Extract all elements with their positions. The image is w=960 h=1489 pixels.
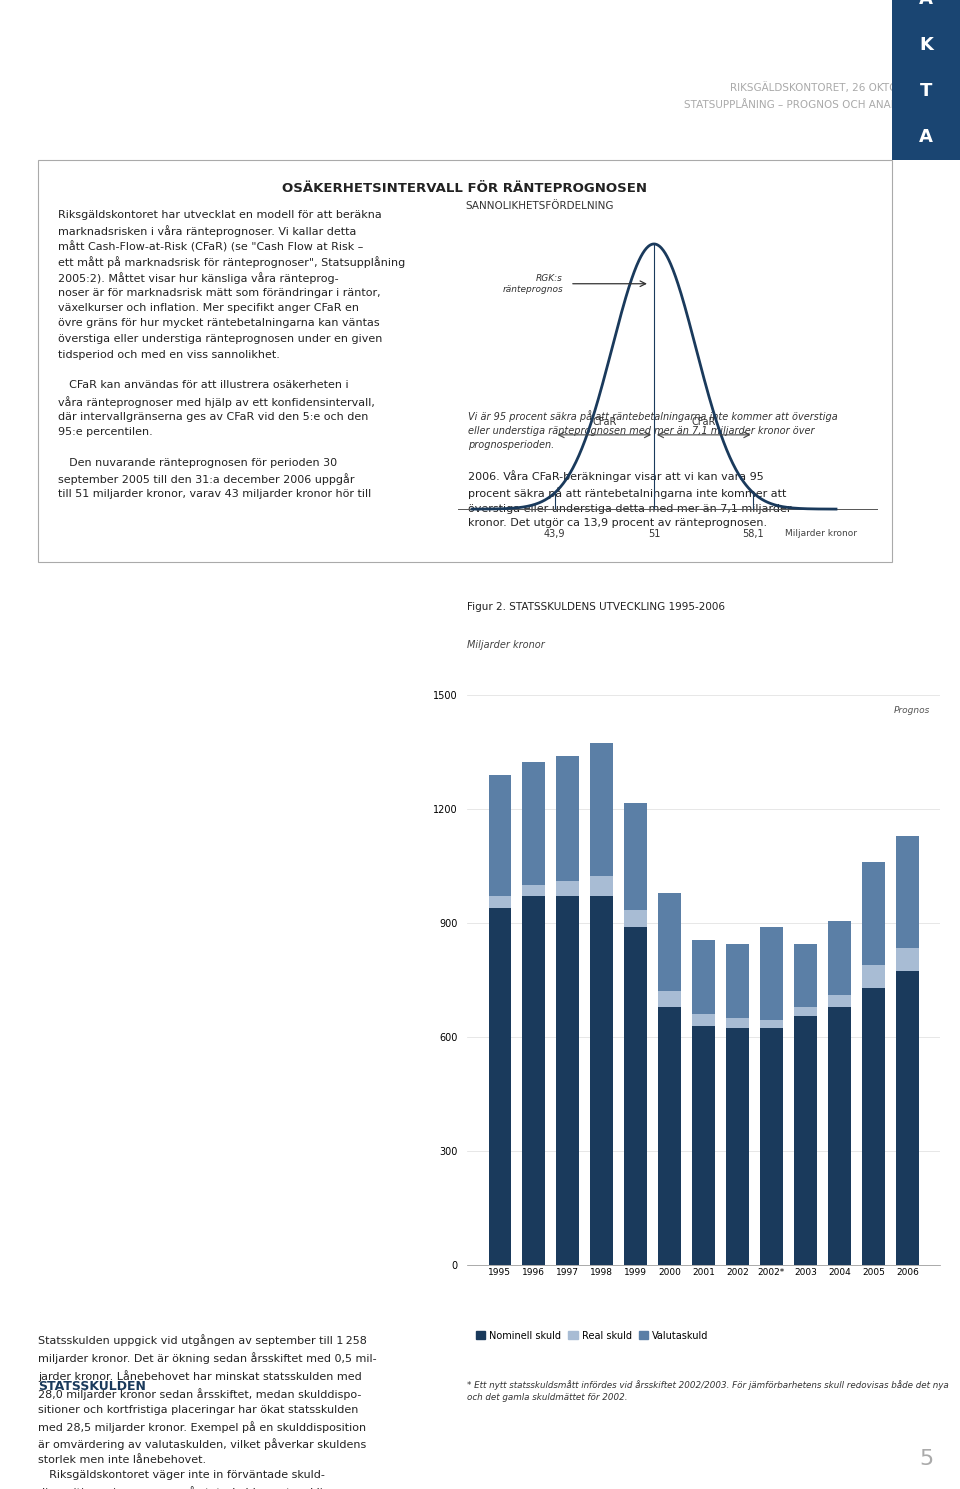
Bar	[897, 947, 919, 971]
Bar	[862, 862, 884, 965]
Text: CFaR: CFaR	[691, 417, 716, 427]
Text: Vi är 95 procent säkra på att räntebetalningarna inte kommer att överstiga
eller: Vi är 95 procent säkra på att räntebetal…	[468, 409, 838, 450]
Text: 2005:2). Måttet visar hur känsliga våra ränteprog-: 2005:2). Måttet visar hur känsliga våra …	[58, 272, 339, 284]
Text: Miljarder kronor: Miljarder kronor	[467, 640, 544, 651]
Bar	[624, 910, 647, 926]
Bar	[862, 965, 884, 987]
Text: 👑: 👑	[921, 40, 930, 55]
Text: marknadsrisken i våra ränteprognoser. Vi kallar detta: marknadsrisken i våra ränteprognoser. Vi…	[58, 225, 356, 237]
Text: överstiga eller understiga ränteprognosen under en given: överstiga eller understiga ränteprognose…	[58, 334, 382, 344]
Bar	[590, 743, 612, 876]
Text: Den nuvarande ränteprognosen för perioden 30: Den nuvarande ränteprognosen för periode…	[58, 459, 337, 468]
Bar	[760, 926, 782, 1020]
Bar	[795, 1007, 817, 1015]
Bar	[522, 761, 544, 884]
Bar	[489, 908, 511, 1266]
Bar	[760, 1027, 782, 1266]
Text: 5: 5	[919, 1449, 933, 1470]
Bar	[862, 987, 884, 1266]
Bar	[727, 1018, 749, 1027]
Bar	[522, 884, 544, 896]
Bar	[489, 896, 511, 908]
Bar	[897, 971, 919, 1266]
Bar	[828, 922, 851, 995]
Text: våra ränteprognoser med hjälp av ett konfidensintervall,: våra ränteprognoser med hjälp av ett kon…	[58, 396, 374, 408]
Bar	[557, 881, 579, 896]
Text: Prognos: Prognos	[894, 706, 930, 715]
Text: Riksgäldskontoret har utvecklat en modell för att beräkna: Riksgäldskontoret har utvecklat en model…	[58, 210, 382, 220]
Text: RGK:s
ränteprognos: RGK:s ränteprognos	[502, 274, 563, 293]
Text: T: T	[920, 82, 932, 100]
Bar	[828, 995, 851, 1007]
Bar	[489, 774, 511, 896]
Text: 2006. Våra CFaR-beräkningar visar att vi kan vara 95
procent säkra på att ränteb: 2006. Våra CFaR-beräkningar visar att vi…	[468, 471, 791, 529]
Bar	[897, 835, 919, 947]
Text: STATSUPPLÅNING – PROGNOS OCH ANALYS 2005:3: STATSUPPLÅNING – PROGNOS OCH ANALYS 2005…	[684, 100, 948, 110]
Bar	[557, 756, 579, 881]
Text: OSÄKERHETSINTERVALL FÖR RÄNTEPROGNOSEN: OSÄKERHETSINTERVALL FÖR RÄNTEPROGNOSEN	[282, 182, 647, 195]
Bar	[692, 1026, 714, 1266]
Legend: Nominell skuld, Real skuld, Valutaskuld: Nominell skuld, Real skuld, Valutaskuld	[472, 1327, 712, 1345]
Bar	[795, 944, 817, 1007]
Bar	[590, 896, 612, 1266]
Text: september 2005 till den 31:a december 2006 uppgår: september 2005 till den 31:a december 20…	[58, 474, 354, 485]
Text: 43,9: 43,9	[544, 529, 565, 539]
Bar	[760, 1020, 782, 1027]
Bar	[522, 896, 544, 1266]
Text: A: A	[919, 128, 933, 146]
Text: * Ett nytt statsskuldsmått infördes vid årsskiftet 2002/2003. För jämförbarheten: * Ett nytt statsskuldsmått infördes vid …	[467, 1380, 948, 1403]
Text: 51: 51	[648, 529, 660, 539]
Text: övre gräns för hur mycket räntebetalningarna kan väntas: övre gräns för hur mycket räntebetalning…	[58, 319, 379, 329]
Text: tidsperiod och med en viss sannolikhet.: tidsperiod och med en viss sannolikhet.	[58, 350, 280, 359]
Text: SANNOLIKHETSFÖRDELNING: SANNOLIKHETSFÖRDELNING	[465, 201, 613, 211]
Text: CFaR kan användas för att illustrera osäkerheten i: CFaR kan användas för att illustrera osä…	[58, 381, 348, 390]
Bar	[727, 1027, 749, 1266]
Bar	[795, 1015, 817, 1266]
Text: där intervallgränserna ges av CFaR vid den 5:e och den: där intervallgränserna ges av CFaR vid d…	[58, 411, 369, 421]
Bar	[590, 876, 612, 896]
Text: Miljarder kronor: Miljarder kronor	[785, 529, 857, 538]
Bar	[624, 803, 647, 910]
Text: till 51 miljarder kronor, varav 43 miljarder kronor hör till: till 51 miljarder kronor, varav 43 milja…	[58, 488, 372, 499]
Bar	[659, 992, 681, 1007]
Bar	[624, 926, 647, 1266]
Text: noser är för marknadsrisk mätt som förändringar i räntor,: noser är för marknadsrisk mätt som förän…	[58, 287, 380, 298]
Text: Statsskulden uppgick vid utgången av september till 1 258
miljarder kronor. Det : Statsskulden uppgick vid utgången av sep…	[38, 1334, 376, 1489]
Text: 58,1: 58,1	[743, 529, 764, 539]
Text: STATSSKULDEN: STATSSKULDEN	[38, 1380, 146, 1394]
Text: K: K	[919, 36, 933, 54]
Bar	[659, 892, 681, 992]
Text: ett mått på marknadsrisk för ränteprognoser", Statsupplåning: ett mått på marknadsrisk för ränteprogno…	[58, 256, 405, 268]
Text: 95:e percentilen.: 95:e percentilen.	[58, 427, 153, 436]
Text: 👑  👑: 👑 👑	[917, 15, 945, 30]
Bar	[692, 1014, 714, 1026]
Bar	[727, 944, 749, 1018]
Bar	[692, 940, 714, 1014]
Text: mått Cash-Flow-at-Risk (CFaR) (se "Cash Flow at Risk –: mått Cash-Flow-at-Risk (CFaR) (se "Cash …	[58, 241, 364, 253]
Text: Å: Å	[919, 0, 933, 7]
Bar	[828, 1007, 851, 1266]
Text: växelkurser och inflation. Mer specifikt anger CFaR en: växelkurser och inflation. Mer specifikt…	[58, 302, 359, 313]
Text: CFaR: CFaR	[592, 417, 616, 427]
Text: Figur 2. STATSSKULDENS UTVECKLING 1995-2006: Figur 2. STATSSKULDENS UTVECKLING 1995-2…	[467, 603, 725, 612]
Text: RIKSGÄLDSKONTORET, 26 OKTOBER 2005: RIKSGÄLDSKONTORET, 26 OKTOBER 2005	[731, 82, 948, 92]
Bar	[659, 1007, 681, 1266]
Bar	[557, 896, 579, 1266]
